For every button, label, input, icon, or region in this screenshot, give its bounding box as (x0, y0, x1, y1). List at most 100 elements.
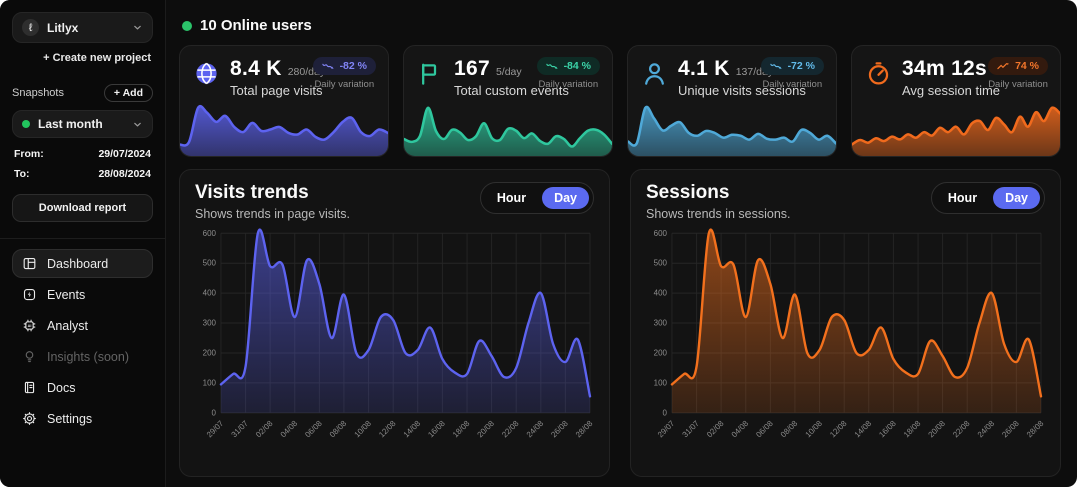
variation-value: -82 % (339, 60, 367, 72)
sidebar-item-label: Analyst (47, 318, 88, 333)
svg-text:02/08: 02/08 (254, 418, 275, 439)
sidebar-item-label: Events (47, 287, 86, 302)
svg-text:04/08: 04/08 (279, 418, 300, 439)
svg-text:04/08: 04/08 (730, 418, 751, 439)
variation-badge: -72 % (760, 57, 824, 75)
variation-badge: 74 % (988, 57, 1048, 75)
chevron-down-icon (134, 122, 141, 126)
sidebar-item-analyst[interactable]: AI Analyst (12, 311, 153, 340)
svg-text:600: 600 (654, 229, 668, 238)
from-label: From: (14, 148, 44, 160)
snapshot-selector[interactable]: Last month (12, 110, 153, 138)
panel-subtitle: Shows trends in sessions. (646, 207, 791, 221)
sidebar-nav: Dashboard Events AI Analyst Insights (so… (12, 247, 153, 435)
card-value: 4.1 K (678, 57, 730, 80)
svg-text:31/07: 31/07 (681, 418, 702, 439)
sidebar-item-settings[interactable]: Settings (12, 404, 153, 433)
card-label: Total custom events (454, 83, 569, 98)
analyst-icon: AI (23, 319, 36, 332)
visits-trends-chart: 29/07 31/07 02/08 04/08 06/08 08/08 10/08 12/08… (203, 228, 594, 439)
snapshots-row: Snapshots + Add (12, 84, 153, 102)
card-value: 8.4 K (230, 57, 282, 80)
svg-text:100: 100 (654, 378, 668, 387)
panel-title: Visits trends (195, 182, 309, 203)
panel-title: Sessions (646, 182, 730, 203)
online-dot-icon (182, 20, 192, 31)
svg-text:08/08: 08/08 (328, 418, 349, 439)
download-report-button[interactable]: Download report (12, 194, 153, 222)
sidebar-item-events[interactable]: Events (12, 280, 153, 309)
variation-value: 74 % (1015, 60, 1039, 72)
svg-text:22/08: 22/08 (951, 418, 972, 439)
svg-text:28/08: 28/08 (574, 418, 594, 439)
sidebar-divider (0, 238, 165, 239)
svg-text:06/08: 06/08 (754, 418, 775, 439)
svg-text:28/08: 28/08 (1025, 418, 1045, 439)
svg-text:400: 400 (654, 289, 668, 298)
svg-text:500: 500 (654, 259, 668, 268)
toggle-hour-button[interactable]: Hour (485, 187, 538, 209)
to-value: 28/08/2024 (98, 168, 151, 180)
sidebar-item-label: Settings (47, 411, 93, 426)
toggle-day-button[interactable]: Day (542, 187, 589, 209)
sidebar: ℓ Litlyx + Create new project Snapshots … (0, 0, 166, 487)
sidebar-item-dashboard[interactable]: Dashboard (12, 249, 153, 278)
sidebar-item-label: Dashboard (47, 256, 109, 271)
date-from-row: From: 29/07/2024 (14, 148, 151, 160)
from-value: 29/07/2024 (98, 148, 151, 160)
svg-text:26/08: 26/08 (549, 418, 570, 439)
svg-text:500: 500 (203, 259, 217, 268)
add-snapshot-button[interactable]: + Add (103, 84, 153, 102)
dashboard-icon (23, 257, 36, 270)
sessions-chart: 29/07 31/07 02/08 04/08 06/08 08/08 10/08 12/08… (654, 228, 1045, 439)
to-label: To: (14, 168, 30, 180)
svg-text:12/08: 12/08 (377, 418, 398, 439)
card-value: 34m 12s (902, 57, 988, 80)
svg-text:02/08: 02/08 (705, 418, 726, 439)
trend-up-icon (997, 63, 1009, 70)
svg-text:20/08: 20/08 (926, 418, 947, 439)
card-label: Total page visits (230, 83, 323, 98)
card-label: Avg session time (902, 83, 1001, 98)
card-value: 167 (454, 57, 490, 80)
create-new-project-link[interactable]: + Create new project (43, 52, 151, 64)
svg-text:20/08: 20/08 (475, 418, 496, 439)
stat-card-unique-sessions: 4.1 K 137/day Unique visits sessions -72… (627, 45, 837, 157)
toggle-day-button[interactable]: Day (993, 187, 1040, 209)
variation-badge: -82 % (312, 57, 376, 75)
sessions-panel: Sessions Shows trends in sessions. Hour … (630, 169, 1061, 477)
variation-label: Daily variation (988, 79, 1048, 90)
variation-label: Daily variation (314, 79, 375, 90)
variation-value: -72 % (787, 60, 815, 72)
variation-badge: -84 % (536, 57, 600, 75)
project-name: Litlyx (47, 20, 79, 35)
stat-card-session-time: 34m 12s Avg session time 74 % Daily vari… (851, 45, 1061, 157)
svg-text:24/08: 24/08 (525, 418, 546, 439)
sidebar-item-docs[interactable]: Docs (12, 373, 153, 402)
hour-day-toggle: Hour Day (930, 182, 1045, 214)
litlyx-logo-icon: ℓ (22, 19, 39, 36)
svg-text:26/08: 26/08 (1000, 418, 1021, 439)
toggle-hour-button[interactable]: Hour (936, 187, 989, 209)
trend-down-icon (545, 63, 558, 69)
flag-icon (422, 63, 437, 85)
svg-text:600: 600 (203, 229, 217, 238)
project-selector[interactable]: ℓ Litlyx (12, 12, 153, 43)
events-icon (23, 288, 36, 301)
svg-text:08/08: 08/08 (779, 418, 800, 439)
stat-card-page-visits: 8.4 K 280/day Total page visits -82 % Da… (179, 45, 389, 157)
svg-text:18/08: 18/08 (451, 418, 472, 439)
docs-icon (24, 381, 35, 394)
svg-text:300: 300 (654, 319, 668, 328)
stat-cards-row: 8.4 K 280/day Total page visits -82 % Da… (179, 45, 1061, 157)
sidebar-item-insights[interactable]: Insights (soon) (12, 342, 153, 371)
svg-text:10/08: 10/08 (352, 418, 373, 439)
svg-text:200: 200 (203, 348, 217, 357)
online-users: 10 Online users (182, 17, 1061, 34)
variation-label: Daily variation (762, 79, 823, 90)
svg-text:16/08: 16/08 (426, 418, 447, 439)
svg-text:24/08: 24/08 (976, 418, 997, 439)
sidebar-item-label: Insights (soon) (47, 349, 129, 364)
svg-text:18/08: 18/08 (902, 418, 923, 439)
